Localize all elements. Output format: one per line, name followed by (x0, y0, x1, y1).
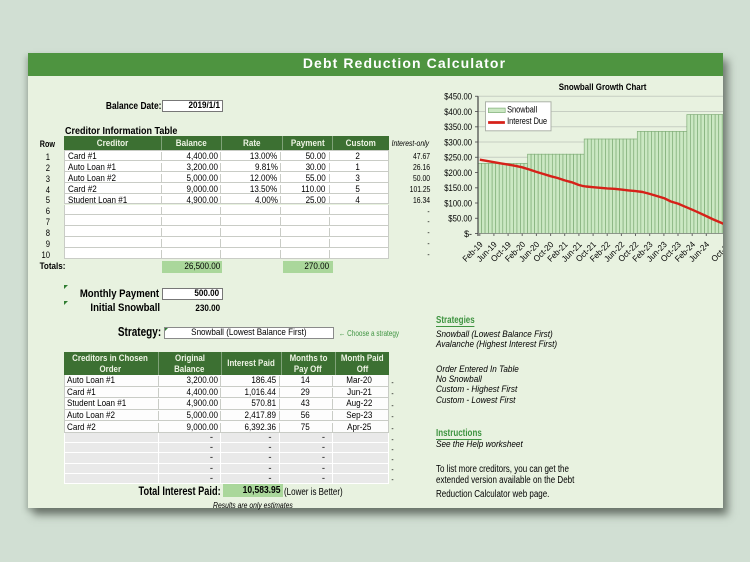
svg-text:$250.00: $250.00 (444, 153, 472, 164)
svg-text:$-: $- (464, 229, 472, 240)
svg-text:$400.00: $400.00 (444, 107, 472, 118)
svg-text:$50.00: $50.00 (448, 214, 472, 225)
svg-text:$350.00: $350.00 (444, 122, 472, 133)
svg-text:Oct-24: Oct-24 (709, 239, 723, 264)
svg-text:Snowball: Snowball (507, 105, 537, 115)
svg-text:Snowball Growth Chart: Snowball Growth Chart (559, 82, 647, 93)
svg-text:$300.00: $300.00 (444, 137, 472, 148)
svg-text:Interest Due: Interest Due (507, 116, 547, 126)
svg-text:$450.00: $450.00 (444, 92, 472, 103)
svg-text:$200.00: $200.00 (444, 168, 472, 179)
svg-text:$100.00: $100.00 (444, 198, 472, 209)
svg-text:$150.00: $150.00 (444, 183, 472, 194)
